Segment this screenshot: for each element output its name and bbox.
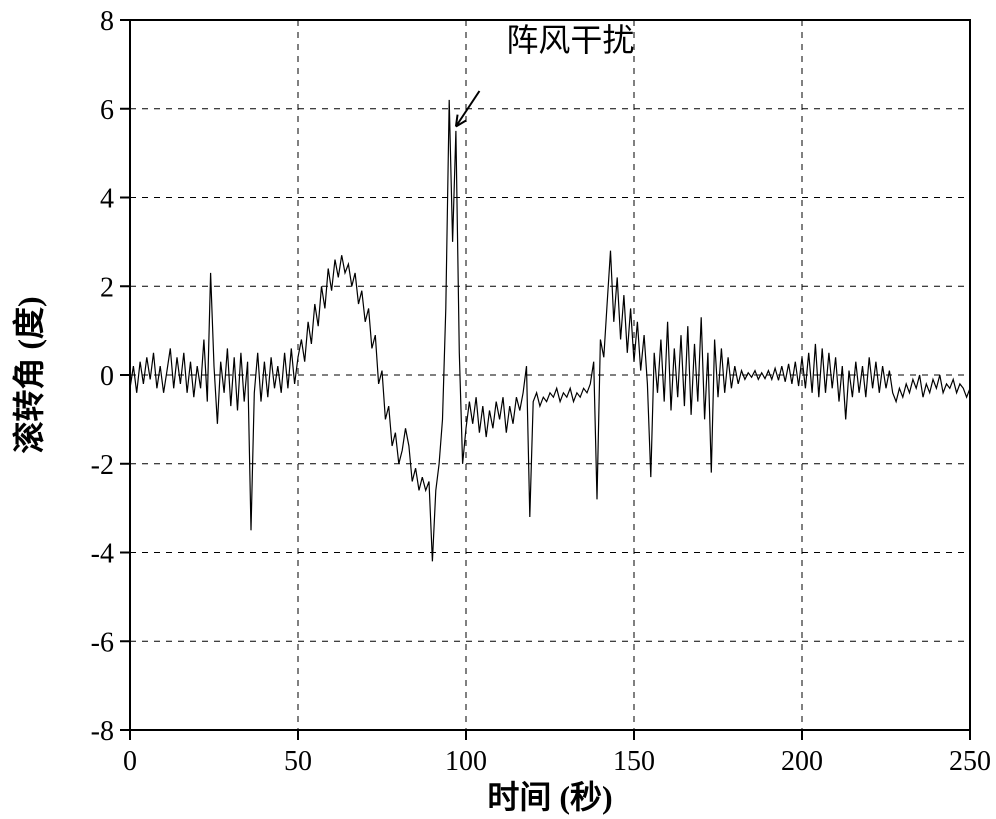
annotation-label: 阵风干扰 xyxy=(506,22,634,58)
x-tick-label: 150 xyxy=(613,746,655,777)
y-tick-label: -6 xyxy=(91,627,114,658)
y-tick-label: -2 xyxy=(91,450,114,481)
y-tick-label: 0 xyxy=(100,361,114,392)
y-axis-title: 滚转角 (度) xyxy=(11,296,47,453)
x-tick-label: 0 xyxy=(123,746,137,777)
chart-container: 0 50 100 150 200 250 -8 -6 -4 -2 0 2 4 6 8 时间 (秒) 滚转角 (度… xyxy=(0,0,996,819)
y-tick-label: 2 xyxy=(100,272,114,303)
x-axis-title: 时间 (秒) xyxy=(487,779,612,815)
y-tick-label: 6 xyxy=(100,95,114,126)
y-tick-label: 4 xyxy=(100,184,114,215)
x-tick-label: 100 xyxy=(445,746,487,777)
chart-svg: 0 50 100 150 200 250 -8 -6 -4 -2 0 2 4 6 8 时间 (秒) 滚转角 (度… xyxy=(0,0,996,819)
x-tick-label: 250 xyxy=(949,746,991,777)
x-tick-label: 50 xyxy=(284,746,312,777)
roll-angle-series xyxy=(130,100,970,562)
y-tick-label: 8 xyxy=(100,6,114,37)
y-tick-label: -4 xyxy=(91,539,114,570)
x-tick-label: 200 xyxy=(781,746,823,777)
annotation-arrowhead xyxy=(456,115,466,127)
y-tick-label: -8 xyxy=(91,716,114,747)
